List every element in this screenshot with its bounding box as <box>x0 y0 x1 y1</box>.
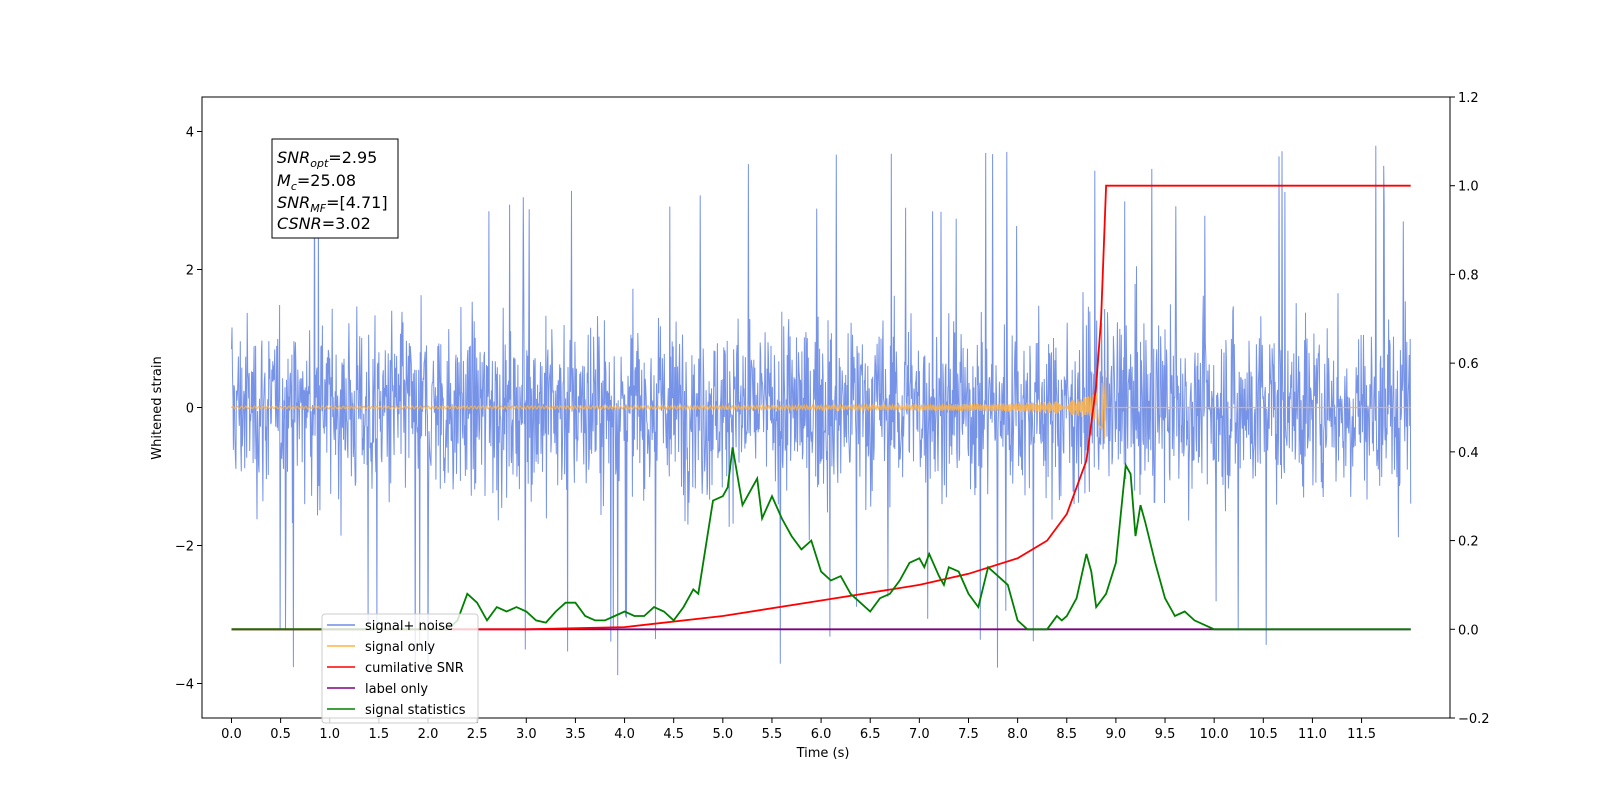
legend-label: label only <box>365 682 428 697</box>
y2-tick-label: 1.2 <box>1458 91 1479 106</box>
x-tick-label: 9.0 <box>1106 727 1127 742</box>
series-cumulative-snr-line <box>231 184 1411 631</box>
legend-item-signal-statistics: signal statistics <box>327 703 466 718</box>
y2-tick-label: 0.8 <box>1458 268 1479 283</box>
y-tick-label: 2 <box>186 264 194 279</box>
y-axis-ticks: 4 2 0 −2 −4 <box>175 126 202 693</box>
annotation-snr-mf: SNRMF=[4.71] <box>277 193 388 215</box>
legend-label: signal only <box>365 640 435 655</box>
x-tick-label: 2.0 <box>418 727 439 742</box>
legend: signal+ noise signal only cumilative SNR… <box>321 613 479 724</box>
x-tick-label: 4.5 <box>663 727 684 742</box>
y2-tick-label: 0.2 <box>1458 535 1479 550</box>
x-tick-label: 1.5 <box>369 727 390 742</box>
annotation-csnr: CSNR=3.02 <box>277 214 371 233</box>
x-tick-label: 8.0 <box>1007 727 1028 742</box>
x-tick-label: 1.0 <box>319 727 340 742</box>
legend-box <box>321 613 479 724</box>
x-tick-label: 3.0 <box>516 727 537 742</box>
x-tick-label: 9.5 <box>1155 727 1176 742</box>
y2-tick-label: 0.6 <box>1458 357 1479 372</box>
x-tick-label: 0.0 <box>221 727 242 742</box>
legend-item-label-only: label only <box>327 682 428 697</box>
annotation-snr-opt: SNRopt=2.95 <box>277 148 377 170</box>
legend-label: signal+ noise <box>365 619 453 634</box>
y-tick-label: 4 <box>186 126 194 141</box>
y2-axis-ticks: 1.2 1.0 0.8 0.6 0.4 0.2 0.0 −0.2 <box>1450 91 1490 727</box>
x-tick-label: 2.5 <box>467 727 488 742</box>
x-tick-label: 7.5 <box>958 727 979 742</box>
legend-label: cumilative SNR <box>365 661 464 676</box>
y-tick-label: −4 <box>175 678 194 693</box>
metrics-annotation: SNRopt=2.95 Mc=25.08 SNRMF=[4.71] CSNR=3… <box>271 138 399 239</box>
series-signal-only-line <box>230 370 1411 439</box>
x-axis-label: Time (s) <box>796 746 850 761</box>
y2-tick-label: 0.0 <box>1458 623 1479 638</box>
x-tick-label: 4.0 <box>614 727 635 742</box>
legend-item-signal-noise: signal+ noise <box>327 619 453 634</box>
legend-item-cumulative-snr: cumilative SNR <box>327 661 464 676</box>
x-tick-label: 6.0 <box>811 727 832 742</box>
x-axis-ticks: 0.0 0.5 1.0 1.5 2.0 2.5 3.0 3.5 4.0 4.5 5.0 5.5 6.0 6… <box>221 718 1376 742</box>
x-tick-label: 6.5 <box>860 727 881 742</box>
x-tick-label: 10.0 <box>1200 727 1229 742</box>
x-tick-label: 11.5 <box>1347 727 1376 742</box>
x-tick-label: 7.0 <box>909 727 930 742</box>
y-tick-label: 0 <box>186 402 194 417</box>
x-tick-label: 10.5 <box>1249 727 1278 742</box>
y-tick-label: −2 <box>175 540 194 555</box>
legend-item-signal-only: signal only <box>327 640 435 655</box>
x-tick-label: 5.0 <box>712 727 733 742</box>
y2-tick-label: −0.2 <box>1458 712 1490 727</box>
x-tick-label: 8.5 <box>1056 727 1077 742</box>
y-axis-label: Whitened strain <box>150 356 165 459</box>
annotation-mc: Mc=25.08 <box>277 171 356 193</box>
y2-tick-label: 0.4 <box>1458 446 1479 461</box>
x-tick-label: 5.5 <box>762 727 783 742</box>
x-tick-label: 11.0 <box>1298 727 1327 742</box>
annotation-box <box>271 138 399 239</box>
x-tick-label: 0.5 <box>270 727 291 742</box>
legend-label: signal statistics <box>365 703 466 718</box>
series-signal-statistics-line <box>231 447 1411 631</box>
x-tick-label: 3.5 <box>565 727 586 742</box>
y2-tick-label: 1.0 <box>1458 180 1479 195</box>
